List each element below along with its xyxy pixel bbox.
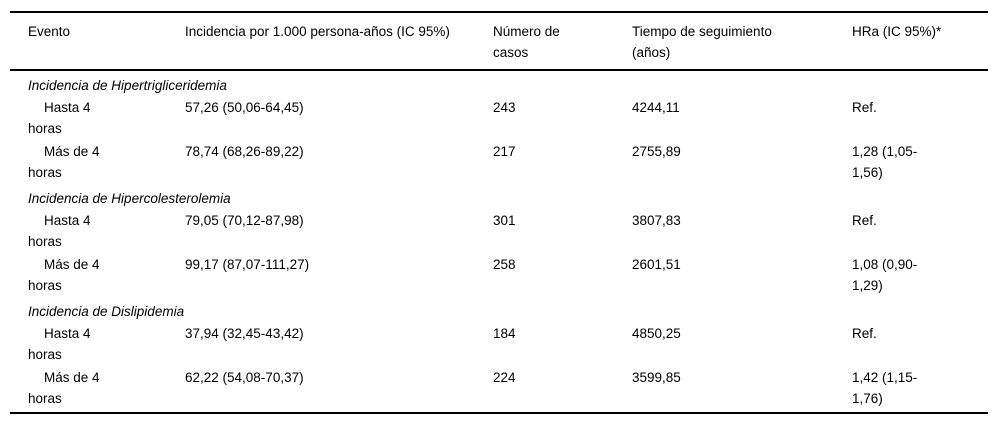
cell-numero-casos: 258 <box>493 257 516 272</box>
cell-incidencia: 37,94 (32,45-43,42) <box>185 326 304 341</box>
header-row: Evento Incidencia por 1.000 persona-años… <box>10 12 988 71</box>
cell-evento: Hasta 4 horas <box>10 96 185 140</box>
column-header-hra: HRa (IC 95%)* <box>852 12 988 71</box>
evento-label: Hasta 4 horas <box>28 100 91 136</box>
table-row: Hasta 4 horas 79,05 (70,12-87,98) 301 38… <box>10 209 988 253</box>
cell-hra: 1,42 (1,15-1,76) <box>852 366 988 413</box>
evento-label: Hasta 4 horas <box>28 213 91 249</box>
column-header-incidencia: Incidencia por 1.000 persona-años (IC 95… <box>185 12 493 71</box>
table-row: Más de 4 horas 99,17 (87,07-111,27) 258 … <box>10 253 988 297</box>
section-title: Incidencia de Dislipidemia <box>28 304 185 319</box>
cell-tiempo-seguimiento: 2601,51 <box>632 257 681 272</box>
column-header-label: Número de casos <box>493 24 560 60</box>
cell-incidencia: 57,26 (50,06-64,45) <box>185 100 304 115</box>
table-row: Más de 4 horas 78,74 (68,26-89,22) 217 2… <box>10 140 988 184</box>
section-title: Incidencia de Hipertrigliceridemia <box>28 78 227 93</box>
cell-evento: Hasta 4 horas <box>10 209 185 253</box>
cell-numero-casos: 224 <box>493 370 516 385</box>
column-header-label: Evento <box>28 24 71 39</box>
cell-hra: 1,28 (1,05-1,56) <box>852 140 988 184</box>
cell-numero-casos: 301 <box>493 213 516 228</box>
hra-value: 1,08 (0,90-1,29) <box>852 257 918 293</box>
table-row: Hasta 4 horas 37,94 (32,45-43,42) 184 48… <box>10 322 988 366</box>
cell-numero-casos: 184 <box>493 326 516 341</box>
cell-incidencia: 78,74 (68,26-89,22) <box>185 144 304 159</box>
cell-incidencia: 62,22 (54,08-70,37) <box>185 370 304 385</box>
cell-hra: 1,08 (0,90-1,29) <box>852 253 988 297</box>
cell-hra: Ref. <box>852 209 988 253</box>
cell-evento: Más de 4 horas <box>10 140 185 184</box>
cell-numero-casos: 217 <box>493 144 516 159</box>
hra-value: 1,42 (1,15-1,76) <box>852 370 918 406</box>
evento-label: Más de 4 horas <box>28 370 100 406</box>
column-header-numero-casos: Número de casos <box>493 12 632 71</box>
cell-evento: Más de 4 horas <box>10 253 185 297</box>
incidence-table: Evento Incidencia por 1.000 persona-años… <box>10 11 988 414</box>
cell-incidencia: 79,05 (70,12-87,98) <box>185 213 304 228</box>
cell-tiempo-seguimiento: 4244,11 <box>632 100 680 115</box>
cell-incidencia: 99,17 (87,07-111,27) <box>185 257 310 272</box>
section-title-row-hipercolesterolemia: Incidencia de Hipercolesterolemia <box>10 184 988 209</box>
hra-value: 1,28 (1,05-1,56) <box>852 144 918 180</box>
hra-value: Ref. <box>852 213 877 228</box>
table-row: Más de 4 horas 62,22 (54,08-70,37) 224 3… <box>10 366 988 413</box>
section-title-row-dislipidemia: Incidencia de Dislipidemia <box>10 297 988 322</box>
cell-hra: Ref. <box>852 322 988 366</box>
cell-tiempo-seguimiento: 3599,85 <box>632 370 681 385</box>
cell-tiempo-seguimiento: 4850,25 <box>632 326 681 341</box>
column-header-tiempo-seguimiento: Tiempo de seguimiento (años) <box>632 12 852 71</box>
evento-label: Hasta 4 horas <box>28 326 91 362</box>
column-header-evento: Evento <box>10 12 185 71</box>
cell-hra: Ref. <box>852 96 988 140</box>
cell-evento: Más de 4 horas <box>10 366 185 413</box>
table-body: Incidencia de Hipertrigliceridemia Hasta… <box>10 70 988 413</box>
table-header: Evento Incidencia por 1.000 persona-años… <box>10 12 988 71</box>
hra-value: Ref. <box>852 326 877 341</box>
column-header-label: Tiempo de seguimiento (años) <box>632 24 772 60</box>
column-header-label: Incidencia por 1.000 persona-años (IC 95… <box>185 24 450 39</box>
column-header-label: HRa (IC 95%)* <box>852 24 942 39</box>
cell-numero-casos: 243 <box>493 100 516 115</box>
section-title-row-hipertrigliceridemia: Incidencia de Hipertrigliceridemia <box>10 70 988 96</box>
evento-label: Más de 4 horas <box>28 144 100 180</box>
cell-tiempo-seguimiento: 3807,83 <box>632 213 681 228</box>
evento-label: Más de 4 horas <box>28 257 100 293</box>
hra-value: Ref. <box>852 100 877 115</box>
section-title: Incidencia de Hipercolesterolemia <box>28 191 231 206</box>
table-row: Hasta 4 horas 57,26 (50,06-64,45) 243 42… <box>10 96 988 140</box>
cell-evento: Hasta 4 horas <box>10 322 185 366</box>
cell-tiempo-seguimiento: 2755,89 <box>632 144 681 159</box>
